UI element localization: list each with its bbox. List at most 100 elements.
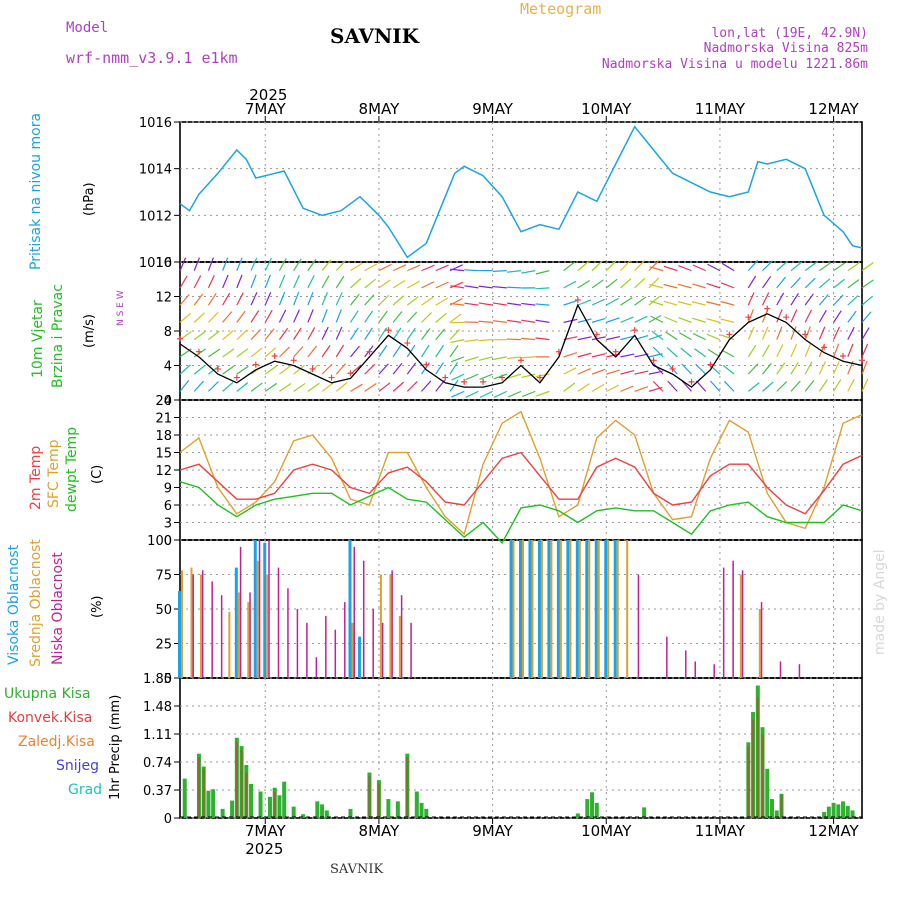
wind-barb <box>507 319 522 323</box>
cloud-bar-mid <box>559 540 562 678</box>
wind-barb <box>406 381 418 392</box>
wind-barb <box>563 300 578 306</box>
wind-barb <box>250 310 260 323</box>
wind-barb <box>364 383 377 392</box>
wind-barb <box>695 363 707 375</box>
wind-barb <box>364 310 374 323</box>
wind-gust-mark <box>764 305 771 312</box>
wind-barb <box>606 369 620 375</box>
precip-total-bar <box>182 778 187 818</box>
precip-ytick-label-5: 1.85 <box>143 672 172 687</box>
wind-barb <box>264 347 277 358</box>
wind-barb <box>861 327 870 340</box>
cloud-ytick-label-3: 75 <box>155 569 172 584</box>
cloud-bar-low <box>239 546 242 678</box>
wind-barb <box>762 276 772 289</box>
wind-barb <box>833 278 845 289</box>
precip-total-bar <box>419 802 424 818</box>
wind-barb <box>421 344 430 358</box>
wind-barb <box>449 281 464 289</box>
precip-total-bar <box>841 801 846 818</box>
wind-barb <box>818 309 827 323</box>
wind-barb <box>521 337 536 341</box>
wind-barb <box>720 334 735 341</box>
model-label: Model <box>66 20 109 36</box>
wind-barb <box>435 281 449 289</box>
wind-barb <box>250 328 262 341</box>
cloud-bar-low <box>798 664 801 678</box>
wind-barb <box>577 280 591 289</box>
wind-barb <box>350 293 360 306</box>
wind-barb <box>449 362 459 375</box>
wind-barb <box>790 326 797 340</box>
precip-legend-conv: Konvek.Kisa <box>8 710 93 726</box>
top-axis-label-0: 7MAY <box>245 100 287 118</box>
wind-barb <box>250 274 257 289</box>
wind-barb <box>293 291 300 306</box>
wind-barb <box>563 261 576 272</box>
wind-barb <box>677 301 692 306</box>
wind-barb <box>435 297 449 306</box>
cloud-bar-high <box>537 540 541 678</box>
wind-barb <box>521 390 536 398</box>
cloud-bar-mid <box>190 567 193 678</box>
bottom-axis-label-4: 11MAY <box>695 822 746 840</box>
wind-gust-mark <box>555 348 562 355</box>
bottom-axis-label-5: 12MAY <box>808 822 859 840</box>
wind-barb <box>207 274 215 289</box>
wind-barb <box>649 266 664 272</box>
wind-speed-line <box>179 303 863 388</box>
wind-barb <box>507 390 522 398</box>
precip-ytick-label-3: 1.11 <box>143 728 172 743</box>
wind-barb <box>762 260 773 272</box>
wind-barb <box>678 265 692 272</box>
cloud-bar-mid <box>512 540 515 678</box>
wind-barb <box>236 382 249 392</box>
precip-total-bar <box>301 814 306 818</box>
wind-ytick-label-2: 8 <box>164 325 172 340</box>
cloud-bar-low <box>220 595 223 678</box>
temp-ytick-label-1: 3 <box>164 517 172 532</box>
wind-barb <box>776 344 784 358</box>
wind-barb <box>364 294 375 306</box>
wind-unit: (m/s) <box>82 314 97 348</box>
wind-barb <box>591 336 606 341</box>
wind-barb <box>833 379 842 392</box>
wind-barb <box>507 302 522 306</box>
wind-barb <box>450 356 465 363</box>
wind-barb <box>847 310 857 323</box>
wind-barb <box>833 343 840 358</box>
cloud-bar-low <box>760 602 763 678</box>
wind-gust-mark <box>214 365 221 372</box>
wind-barb <box>692 283 706 289</box>
wind-barb <box>535 287 550 290</box>
bottom-axis-year: 2025 <box>245 840 283 858</box>
wind-barb <box>193 348 207 358</box>
wind-barb <box>421 264 435 272</box>
precip-total-bar <box>765 768 770 818</box>
wind-barb <box>804 277 816 289</box>
wind-barb <box>706 301 721 306</box>
precip-total-bar <box>258 791 263 818</box>
cloud-bar-mid <box>616 540 619 678</box>
wind-barb <box>435 264 449 272</box>
wind-barb <box>762 344 770 358</box>
wind-gust-mark <box>745 314 752 321</box>
precip-total-bar <box>774 810 779 818</box>
wind-barb <box>492 302 507 306</box>
wind-barb <box>193 293 204 306</box>
wind-barb <box>776 381 788 392</box>
wind-barb <box>804 343 812 358</box>
wind-barb <box>421 328 431 340</box>
wind-label-2: Brzina i Pravac <box>50 284 66 388</box>
wind-barb <box>847 378 855 392</box>
wind-barb <box>335 292 343 306</box>
wind-barb <box>321 291 329 306</box>
wind-barb <box>577 336 592 341</box>
wind-barb <box>648 260 660 272</box>
precip-total-bar <box>277 795 282 818</box>
precip-total-bar <box>324 810 329 818</box>
wind-barb <box>378 279 391 289</box>
wind-barb <box>193 364 206 375</box>
